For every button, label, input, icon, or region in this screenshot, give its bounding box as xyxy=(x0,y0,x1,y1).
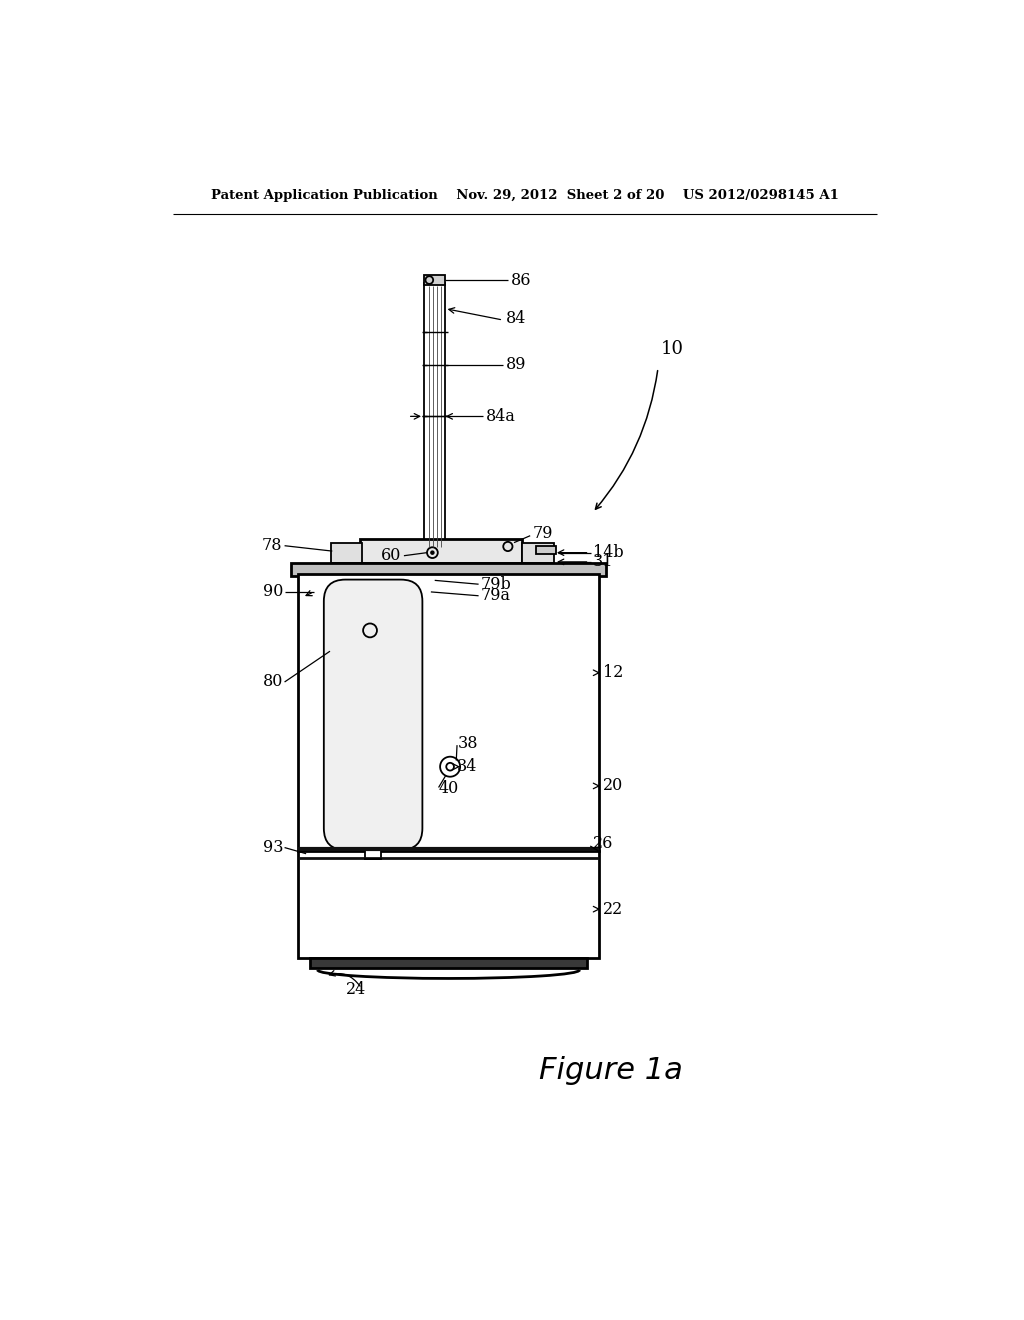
Bar xyxy=(310,958,587,969)
Text: Patent Application Publication    Nov. 29, 2012  Sheet 2 of 20    US 2012/029814: Patent Application Publication Nov. 29, … xyxy=(211,189,839,202)
Text: 12: 12 xyxy=(602,664,623,681)
Text: 24: 24 xyxy=(346,982,367,998)
Circle shape xyxy=(431,552,434,554)
Bar xyxy=(331,544,361,564)
Bar xyxy=(366,849,381,859)
Text: 31: 31 xyxy=(593,553,613,570)
Text: 80: 80 xyxy=(262,673,283,690)
FancyBboxPatch shape xyxy=(324,579,422,850)
Text: 60: 60 xyxy=(381,548,401,564)
Text: 79a: 79a xyxy=(481,587,511,605)
Text: 78: 78 xyxy=(262,537,283,554)
Bar xyxy=(298,849,599,858)
Text: 22: 22 xyxy=(602,900,623,917)
Text: 90: 90 xyxy=(262,583,283,601)
Text: 84a: 84a xyxy=(485,408,515,425)
Text: 10: 10 xyxy=(660,341,683,358)
Text: 84: 84 xyxy=(506,310,526,327)
Bar xyxy=(298,574,599,851)
Bar xyxy=(424,276,445,285)
Bar xyxy=(536,546,556,554)
Text: 20: 20 xyxy=(602,777,623,795)
Text: 93: 93 xyxy=(262,840,283,857)
Text: 89: 89 xyxy=(506,356,526,374)
Bar xyxy=(424,284,445,548)
Text: 14b: 14b xyxy=(593,544,624,561)
Bar xyxy=(360,539,521,564)
Text: 86: 86 xyxy=(511,272,531,289)
Bar xyxy=(298,851,599,958)
Text: 40: 40 xyxy=(438,780,459,797)
Bar xyxy=(521,544,554,564)
Text: 38: 38 xyxy=(458,735,478,752)
Text: 79: 79 xyxy=(532,525,553,543)
Text: Figure 1a: Figure 1a xyxy=(539,1056,683,1085)
Text: 26: 26 xyxy=(593,836,613,853)
Text: 79b: 79b xyxy=(481,576,512,593)
Text: 34: 34 xyxy=(457,758,477,775)
Bar xyxy=(291,562,606,576)
